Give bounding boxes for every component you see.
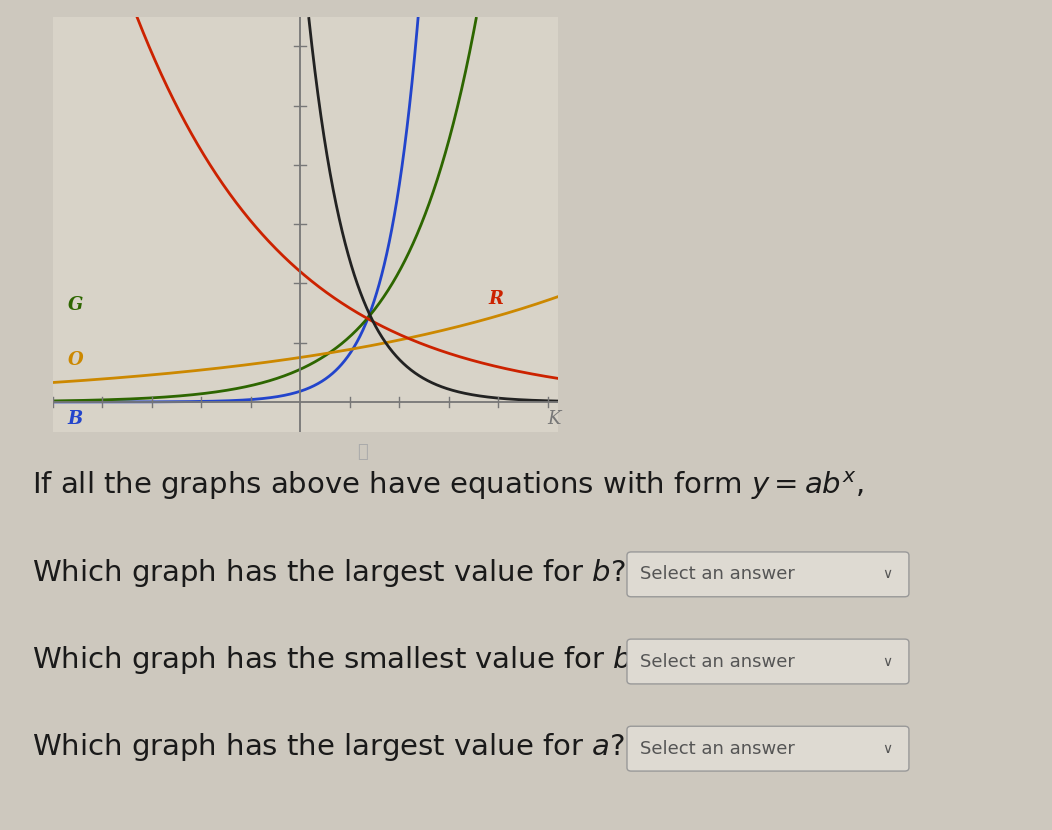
Text: 🔍: 🔍 <box>358 443 368 461</box>
Text: Which graph has the smallest value for $b$?: Which graph has the smallest value for $… <box>32 644 646 676</box>
Text: If all the graphs above have equations with form $y = ab^x$,: If all the graphs above have equations w… <box>32 469 864 502</box>
Text: O: O <box>67 351 83 369</box>
Text: ∨: ∨ <box>882 568 892 581</box>
Text: Select an answer: Select an answer <box>640 565 794 583</box>
FancyBboxPatch shape <box>627 639 909 684</box>
Text: K: K <box>548 411 561 428</box>
FancyBboxPatch shape <box>627 552 909 597</box>
Text: B: B <box>67 411 83 428</box>
Text: Select an answer: Select an answer <box>640 652 794 671</box>
Text: Which graph has the largest value for $a$?: Which graph has the largest value for $a… <box>32 731 625 763</box>
Text: R: R <box>488 290 503 308</box>
FancyBboxPatch shape <box>627 726 909 771</box>
Text: Select an answer: Select an answer <box>640 740 794 758</box>
Text: Which graph has the largest value for $b$?: Which graph has the largest value for $b… <box>32 557 625 588</box>
Text: ∨: ∨ <box>882 655 892 668</box>
Text: ∨: ∨ <box>882 742 892 755</box>
Text: G: G <box>67 296 83 314</box>
